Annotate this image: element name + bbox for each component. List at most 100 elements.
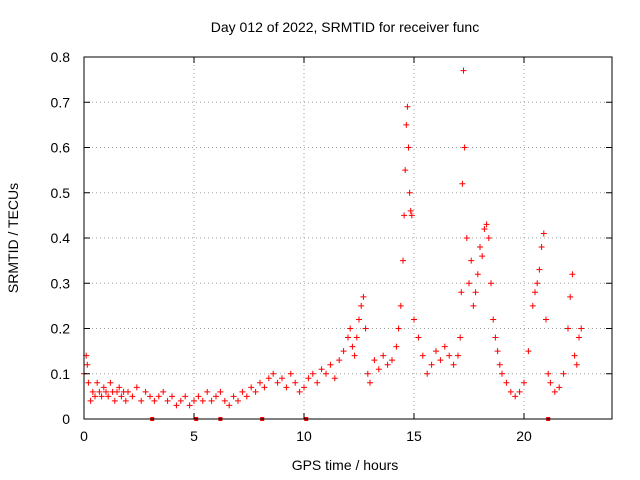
data-point	[545, 370, 552, 377]
data-point	[446, 352, 453, 359]
data-point	[221, 397, 228, 404]
data-point	[116, 384, 123, 391]
data-point	[257, 379, 263, 386]
data-point	[408, 212, 415, 219]
data-point	[477, 244, 483, 251]
data-point	[534, 280, 541, 287]
data-point	[485, 235, 492, 241]
data-point	[395, 325, 402, 332]
data-point	[460, 67, 467, 74]
data-point	[252, 388, 259, 395]
data-point	[393, 343, 400, 350]
data-point	[503, 379, 510, 386]
data-point	[96, 388, 103, 395]
data-point	[371, 357, 378, 364]
data-point	[296, 388, 303, 395]
data-point	[490, 316, 497, 323]
y-tick-label: 0	[62, 411, 70, 427]
data-point	[375, 366, 382, 373]
data-point	[458, 289, 465, 296]
data-point	[380, 352, 387, 359]
data-point	[287, 370, 294, 377]
data-point	[122, 397, 129, 404]
data-point	[103, 388, 109, 395]
data-point	[356, 316, 362, 323]
data-point	[199, 397, 206, 404]
data-point	[397, 302, 404, 309]
data-point	[213, 393, 219, 400]
data-point	[360, 293, 367, 300]
x-tick-label: 0	[80, 428, 88, 444]
data-point	[405, 144, 412, 151]
data-point	[314, 379, 321, 386]
data-point	[488, 280, 494, 287]
data-point	[217, 388, 224, 395]
data-point	[204, 388, 211, 395]
data-point	[270, 370, 277, 377]
data-point	[318, 366, 325, 373]
data-point	[100, 384, 107, 391]
data-point	[411, 316, 417, 323]
data-point	[573, 361, 580, 368]
data-point	[367, 379, 373, 386]
data-point	[450, 361, 457, 368]
chart-title: Day 012 of 2022, SRMTID for receiver fun…	[211, 19, 479, 35]
data-point	[191, 397, 197, 404]
data-point	[336, 357, 343, 364]
data-point	[481, 225, 488, 232]
data-point	[529, 302, 536, 309]
data-point	[351, 352, 358, 359]
data-point	[84, 361, 91, 368]
data-point	[92, 393, 98, 400]
data-point	[147, 393, 153, 400]
data-point	[98, 393, 105, 400]
data-point	[479, 253, 486, 260]
data-point	[496, 361, 503, 368]
data-point	[461, 144, 468, 151]
data-point	[540, 230, 547, 237]
data-point	[428, 361, 435, 368]
data-point	[512, 393, 519, 400]
data-point	[364, 370, 371, 377]
data-point	[239, 388, 246, 395]
data-point	[406, 189, 413, 196]
data-point	[463, 235, 470, 241]
data-point	[195, 393, 202, 400]
data-point	[305, 375, 312, 382]
data-point	[543, 316, 549, 323]
data-point	[401, 212, 408, 219]
data-point	[507, 388, 514, 395]
data-point	[441, 343, 448, 350]
data-point	[455, 352, 461, 359]
data-point	[459, 180, 466, 187]
y-tick-label: 0.6	[51, 140, 71, 156]
data-point	[424, 370, 431, 377]
data-point	[323, 370, 329, 377]
x-tick-label: 15	[406, 428, 422, 444]
data-point	[133, 384, 140, 391]
axis-ticks: 0 0.1 0.2 0.3 0.4 0.5 0.6 0.7 0.8 0 5 10 15 20	[51, 49, 612, 444]
data-point	[160, 388, 167, 395]
data-point	[499, 370, 505, 377]
y-tick-label: 0.7	[51, 94, 71, 110]
data-point	[492, 334, 499, 341]
data-point	[331, 375, 338, 382]
grid	[84, 57, 612, 419]
data-point	[274, 379, 281, 386]
data-point	[403, 121, 410, 128]
y-axis-label: SRMTID / TECUs	[5, 183, 21, 293]
x-tick-label: 20	[516, 428, 532, 444]
data-point	[340, 348, 347, 355]
data-points	[81, 67, 585, 409]
data-point	[353, 334, 360, 341]
data-point	[164, 397, 171, 404]
data-point	[400, 257, 406, 264]
data-point	[468, 257, 475, 264]
data-point	[571, 352, 578, 359]
data-point	[536, 266, 543, 273]
data-point	[560, 370, 567, 377]
data-point	[151, 397, 158, 404]
data-point	[576, 334, 582, 341]
data-point	[433, 348, 439, 355]
